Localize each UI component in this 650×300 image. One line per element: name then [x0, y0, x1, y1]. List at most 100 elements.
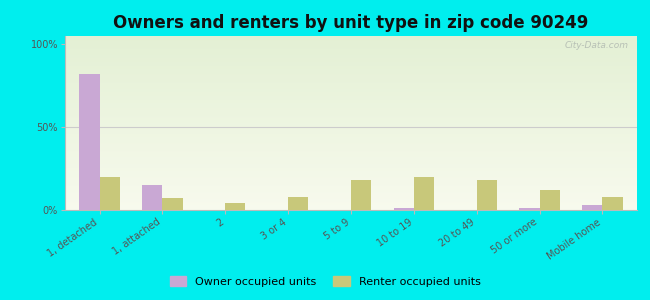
Bar — [65, 63, 637, 64]
Bar — [65, 78, 637, 79]
Bar — [603, 197, 623, 210]
Bar — [65, 114, 637, 115]
Bar — [65, 98, 637, 99]
Bar — [582, 205, 603, 210]
Bar — [65, 151, 637, 152]
Bar — [142, 185, 162, 210]
Bar — [65, 50, 637, 51]
Bar — [65, 123, 637, 124]
Bar — [65, 122, 637, 123]
Bar — [65, 71, 637, 72]
Bar — [65, 90, 637, 91]
Bar — [65, 148, 637, 149]
Bar — [65, 53, 637, 54]
Bar — [65, 149, 637, 150]
Bar — [65, 186, 637, 187]
Bar — [65, 46, 637, 47]
Bar — [65, 70, 637, 71]
Bar — [65, 143, 637, 144]
Bar — [65, 196, 637, 197]
Bar — [65, 75, 637, 76]
Bar — [65, 108, 637, 109]
Bar — [65, 68, 637, 69]
Bar — [65, 172, 637, 173]
Bar — [65, 67, 637, 68]
Bar — [65, 177, 637, 178]
Bar — [65, 38, 637, 39]
Bar — [65, 145, 637, 146]
Bar — [99, 177, 120, 210]
Bar — [65, 128, 637, 129]
Bar — [65, 193, 637, 194]
Bar — [65, 141, 637, 142]
Bar — [65, 209, 637, 210]
Bar — [65, 190, 637, 191]
Bar — [65, 61, 637, 62]
Bar — [65, 85, 637, 86]
Bar — [519, 208, 540, 210]
Bar — [65, 187, 637, 188]
Bar — [65, 157, 637, 158]
Bar — [65, 153, 637, 154]
Bar — [65, 125, 637, 126]
Bar — [65, 97, 637, 98]
Bar — [65, 144, 637, 145]
Bar — [65, 40, 637, 41]
Bar — [65, 91, 637, 92]
Bar — [65, 80, 637, 81]
Bar — [65, 163, 637, 164]
Bar — [65, 41, 637, 42]
Bar — [65, 161, 637, 162]
Bar — [65, 156, 637, 157]
Bar — [65, 195, 637, 196]
Bar — [65, 132, 637, 133]
Bar — [65, 203, 637, 204]
Bar — [65, 64, 637, 65]
Bar — [65, 111, 637, 112]
Bar — [65, 176, 637, 177]
Bar — [65, 107, 637, 108]
Bar — [65, 158, 637, 159]
Bar — [65, 55, 637, 56]
Bar — [65, 150, 637, 151]
Bar — [65, 182, 637, 183]
Bar — [65, 86, 637, 87]
Bar — [65, 181, 637, 182]
Bar — [65, 79, 637, 80]
Bar — [65, 37, 637, 38]
Bar — [65, 170, 637, 171]
Bar — [65, 59, 637, 60]
Bar — [288, 197, 308, 210]
Bar — [65, 116, 637, 117]
Bar — [65, 198, 637, 199]
Bar — [65, 162, 637, 163]
Bar — [414, 177, 434, 210]
Bar — [65, 184, 637, 185]
Bar — [65, 104, 637, 105]
Bar — [65, 130, 637, 131]
Bar — [65, 81, 637, 82]
Bar — [65, 112, 637, 113]
Bar — [65, 178, 637, 179]
Bar — [65, 120, 637, 121]
Bar — [65, 94, 637, 95]
Bar — [65, 88, 637, 89]
Bar — [65, 115, 637, 116]
Bar — [65, 87, 637, 88]
Bar — [65, 183, 637, 184]
Bar — [65, 167, 637, 168]
Bar — [65, 54, 637, 55]
Bar — [65, 139, 637, 140]
Bar — [226, 203, 246, 210]
Bar — [65, 100, 637, 101]
Bar — [65, 207, 637, 208]
Text: City-Data.com: City-Data.com — [564, 41, 629, 50]
Bar — [65, 77, 637, 78]
Bar — [65, 142, 637, 143]
Bar — [162, 198, 183, 210]
Bar — [65, 135, 637, 136]
Bar — [351, 180, 371, 210]
Bar — [65, 45, 637, 46]
Bar — [65, 154, 637, 155]
Legend: Owner occupied units, Renter occupied units: Owner occupied units, Renter occupied un… — [165, 272, 485, 291]
